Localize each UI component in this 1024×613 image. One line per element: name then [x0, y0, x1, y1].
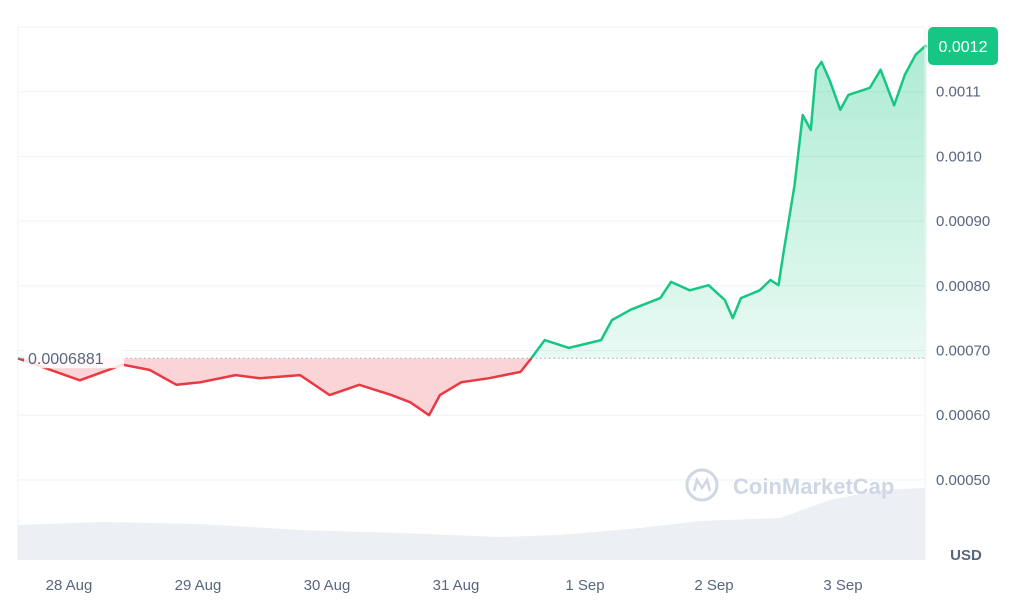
- y-tick-label: 0.0010: [936, 148, 982, 165]
- coinmarketcap-logo-icon: [685, 468, 719, 502]
- grid-lines: [17, 26, 925, 560]
- area-fill-up: [17, 45, 927, 359]
- x-tick-label: 31 Aug: [433, 577, 480, 594]
- watermark: CoinMarketCap: [685, 468, 894, 502]
- watermark-text: CoinMarketCap: [733, 474, 894, 499]
- current-price-badge: 0.0012: [928, 27, 998, 65]
- current-price-label: 0.0012: [939, 39, 988, 56]
- price-line-down: [17, 358, 533, 417]
- x-tick-label: 28 Aug: [46, 577, 93, 594]
- area-fill-down: [17, 358, 532, 416]
- y-tick-label: 0.00080: [936, 278, 990, 295]
- volume-area: [18, 488, 925, 560]
- y-tick-label: 0.00090: [936, 213, 990, 230]
- x-tick-label: 29 Aug: [175, 577, 222, 594]
- currency-unit: USD: [950, 547, 982, 564]
- y-tick-label: 0.00060: [936, 407, 990, 424]
- x-tick-label: 1 Sep: [565, 577, 604, 594]
- price-line-up: [17, 44, 928, 359]
- y-tick-label: 0.00050: [936, 472, 990, 489]
- y-tick-label: 0.0011: [936, 84, 981, 101]
- x-tick-label: 3 Sep: [823, 577, 862, 594]
- baseline-value: 0.0006881: [28, 351, 104, 368]
- x-tick-label: 2 Sep: [694, 577, 733, 594]
- x-tick-label: 30 Aug: [304, 577, 351, 594]
- baseline-label: 0.0006881: [24, 348, 124, 369]
- logo-mark: [692, 476, 712, 492]
- y-tick-label: 0.00070: [936, 343, 990, 360]
